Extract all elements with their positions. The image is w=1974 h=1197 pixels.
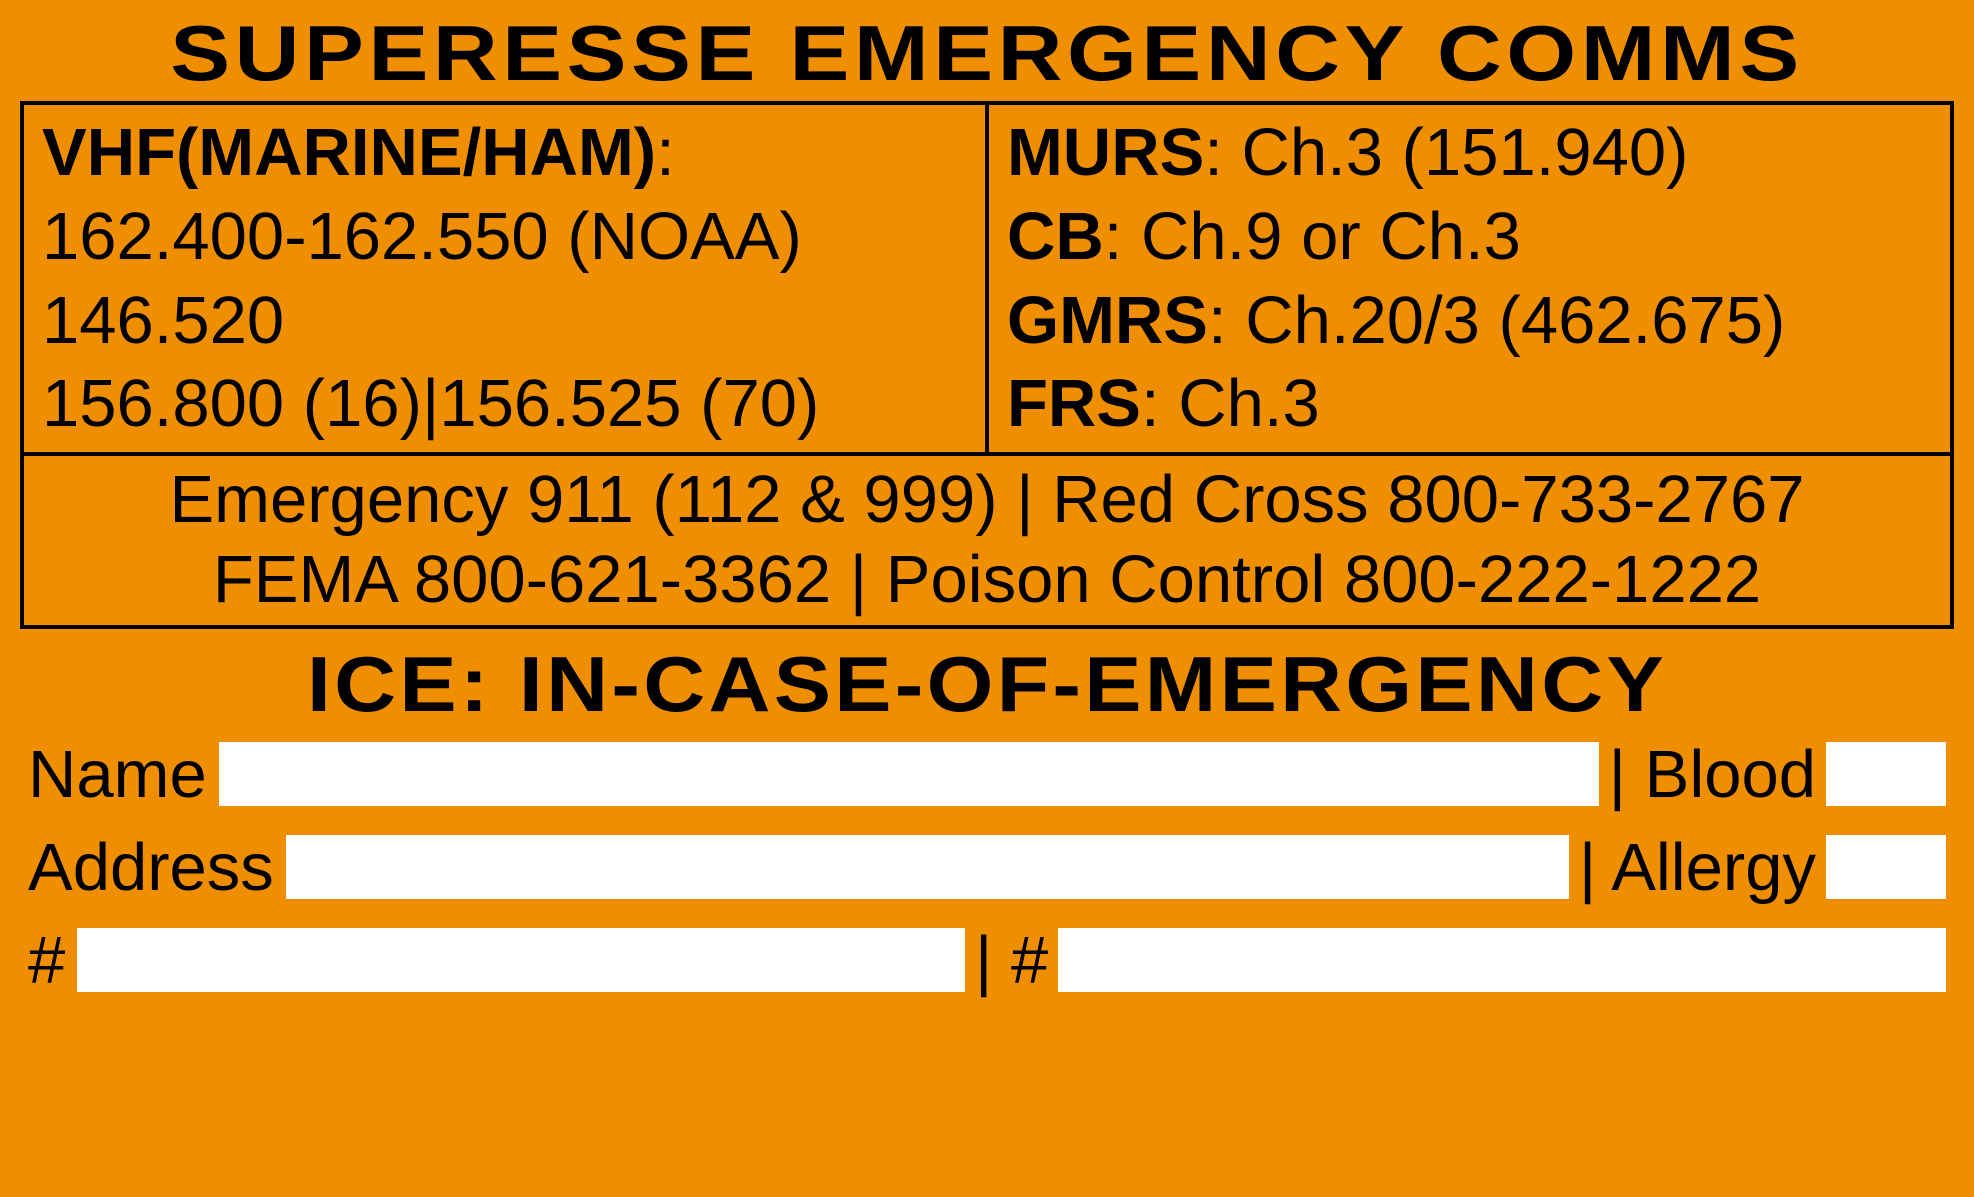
ice-title: ICE: IN-CASE-OF-EMERGENCY <box>0 629 1974 736</box>
right-comms-cell: MURS: Ch.3 (151.940) CB: Ch.9 or Ch.3 GM… <box>987 103 1952 454</box>
num1-field[interactable] <box>77 928 965 992</box>
vhf-line2: 146.520 <box>42 283 284 358</box>
phone-numbers-cell: Emergency 911 (112 & 999) | Red Cross 80… <box>22 454 1952 627</box>
phones-line2: FEMA 800-621-3362 | Poison Control 800-2… <box>213 542 1761 617</box>
num1-label: # <box>28 922 77 999</box>
gmrs-label: GMRS <box>1007 283 1208 358</box>
ice-row-address: Address | Allergy <box>28 829 1946 906</box>
allergy-field[interactable] <box>1826 835 1946 899</box>
vhf-cell: VHF(MARINE/HAM): 162.400-162.550 (NOAA) … <box>22 103 987 454</box>
ice-row-numbers: # | # <box>28 922 1946 999</box>
allergy-label: | Allergy <box>1569 829 1826 906</box>
ice-section: Name | Blood Address | Allergy # | # <box>0 736 1974 999</box>
vhf-line1: 162.400-162.550 (NOAA) <box>42 199 802 274</box>
name-field[interactable] <box>219 742 1599 806</box>
ice-row-name: Name | Blood <box>28 736 1946 813</box>
comms-table: VHF(MARINE/HAM): 162.400-162.550 (NOAA) … <box>20 101 1954 629</box>
blood-label: | Blood <box>1599 736 1826 813</box>
name-label: Name <box>28 736 219 813</box>
address-field[interactable] <box>286 835 1569 899</box>
num2-label: | # <box>965 922 1058 999</box>
frs-label: FRS <box>1007 366 1141 441</box>
phones-line1: Emergency 911 (112 & 999) | Red Cross 80… <box>169 462 1804 537</box>
page-title: SUPERESSE EMERGENCY COMMS <box>0 0 1974 101</box>
vhf-line3: 156.800 (16)|156.525 (70) <box>42 366 819 441</box>
murs-value: : Ch.3 (151.940) <box>1204 115 1688 190</box>
blood-field[interactable] <box>1826 742 1946 806</box>
cb-value: : Ch.9 or Ch.3 <box>1104 199 1521 274</box>
cb-label: CB <box>1007 199 1104 274</box>
address-label: Address <box>28 829 286 906</box>
gmrs-value: : Ch.20/3 (462.675) <box>1208 283 1785 358</box>
num2-field[interactable] <box>1058 928 1946 992</box>
murs-label: MURS <box>1007 115 1204 190</box>
frs-value: : Ch.3 <box>1141 366 1320 441</box>
vhf-colon: : <box>656 115 675 190</box>
vhf-label: VHF(MARINE/HAM) <box>42 115 656 190</box>
